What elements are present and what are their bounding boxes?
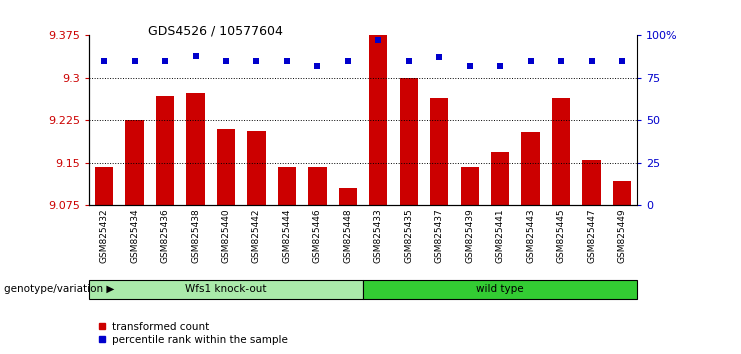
Bar [613,181,631,205]
Bar [247,131,265,205]
Bar [552,98,571,205]
Bar [95,167,113,205]
Text: wild type: wild type [476,284,524,295]
Bar [156,96,174,205]
Bar [308,167,327,205]
Bar [187,93,205,205]
Bar [369,35,388,205]
Legend: transformed count, percentile rank within the sample: transformed count, percentile rank withi… [94,317,292,349]
Bar [522,132,539,205]
Bar [430,98,448,205]
Bar [582,160,601,205]
Bar [89,280,363,299]
Text: genotype/variation ▶: genotype/variation ▶ [4,284,114,295]
Bar [339,188,357,205]
Bar [278,167,296,205]
Bar [399,78,418,205]
Text: Wfs1 knock-out: Wfs1 knock-out [185,284,267,295]
Text: GDS4526 / 10577604: GDS4526 / 10577604 [148,25,283,38]
Bar [217,129,235,205]
Bar [461,167,479,205]
Bar [125,120,144,205]
Bar [491,152,509,205]
Bar [363,280,637,299]
